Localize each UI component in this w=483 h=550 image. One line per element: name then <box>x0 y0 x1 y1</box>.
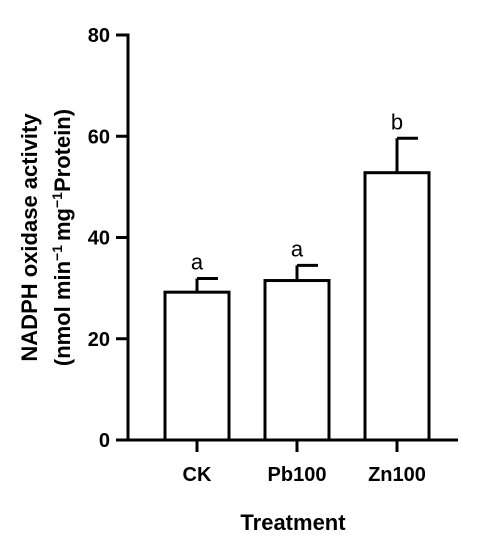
x-category-label: CK <box>183 464 212 486</box>
bar-pb100 <box>263 279 331 442</box>
y-title-sup-2: −1 <box>49 192 65 208</box>
bar-zn100 <box>363 171 431 442</box>
x-category-label: Pb100 <box>268 464 327 486</box>
y-axis-title-line1: NADPH oxidase activity <box>17 113 42 362</box>
significance-label: a <box>191 250 204 275</box>
bar-ck <box>163 290 231 442</box>
y-axis-title-line2: (nmol min−1mg−1Protein) <box>49 109 75 366</box>
y-title-sup-1: −1 <box>49 245 65 261</box>
y-title-part-b: mg <box>50 208 75 241</box>
bars: a a b <box>163 109 431 442</box>
x-category-label: Zn100 <box>368 464 426 486</box>
y-tick-label: 20 <box>88 329 110 351</box>
y-tick-label: 80 <box>88 25 110 47</box>
y-tick-label: 60 <box>88 126 110 148</box>
y-title-part-a: (nmol min <box>50 261 75 366</box>
y-tick-label: 40 <box>88 228 110 250</box>
significance-label: b <box>391 109 403 134</box>
y-title-part-c: Protein) <box>50 109 75 192</box>
x-axis-categories: CK Pb100 Zn100 <box>183 440 426 486</box>
y-axis-title: NADPH oxidase activity (nmol min−1mg−1Pr… <box>17 109 75 366</box>
x-axis-title: Treatment <box>240 510 346 535</box>
y-tick-label: 0 <box>99 430 110 452</box>
y-axis-ticks: 0 20 40 60 80 <box>88 25 128 452</box>
significance-label: a <box>291 236 304 261</box>
